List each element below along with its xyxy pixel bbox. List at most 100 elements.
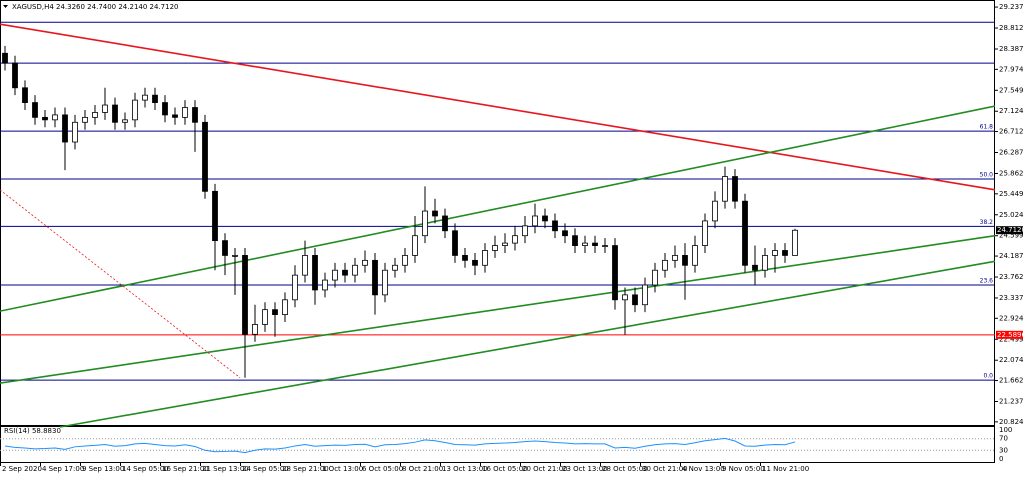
y-tick-label: 28.8120 bbox=[999, 24, 1024, 32]
x-tick-label: 2 Sep 2020 bbox=[2, 465, 42, 473]
trend-line bbox=[0, 189, 241, 379]
x-tick-label: 21 Sep 13:00 bbox=[202, 465, 249, 473]
candle-body bbox=[332, 269, 338, 281]
rsi-tick-label: 30 bbox=[999, 446, 1008, 454]
candle-body bbox=[602, 245, 608, 247]
candle-body bbox=[62, 114, 68, 143]
candle-body bbox=[502, 242, 508, 246]
candle-body bbox=[532, 215, 538, 227]
candle-body bbox=[542, 215, 548, 222]
candle-body bbox=[562, 230, 568, 237]
price-tag-label: 24.7120 bbox=[997, 226, 1024, 234]
candle-body bbox=[312, 255, 318, 291]
candle-body bbox=[112, 104, 118, 123]
x-tick-label: 28 Sep 21:00 bbox=[282, 465, 329, 473]
candle-body bbox=[202, 121, 208, 192]
rsi-tick-label: 100 bbox=[999, 426, 1012, 434]
x-tick-label: 24 Sep 05:00 bbox=[242, 465, 289, 473]
candle-body bbox=[272, 309, 278, 315]
candle-body bbox=[772, 250, 778, 256]
rsi-tick-label: 70 bbox=[999, 435, 1008, 443]
candle-body bbox=[462, 255, 468, 261]
candle-body bbox=[382, 269, 388, 296]
candle-body bbox=[12, 62, 18, 89]
candle-body bbox=[352, 264, 358, 276]
trend-line bbox=[0, 105, 996, 312]
x-tick-label: 4 Sep 17:00 bbox=[42, 465, 84, 473]
y-tick-label: 27.5495 bbox=[999, 86, 1024, 94]
y-tick-label: 24.5995 bbox=[999, 232, 1024, 240]
candle-body bbox=[782, 250, 788, 256]
y-tick-label: 28.3870 bbox=[999, 45, 1024, 53]
candle-body bbox=[242, 255, 248, 335]
candle-body bbox=[622, 294, 628, 301]
candle-body bbox=[252, 324, 258, 335]
candle-body bbox=[742, 200, 748, 266]
x-tick-label: 11 Nov 21:00 bbox=[762, 465, 809, 473]
candle-body bbox=[512, 235, 518, 244]
candle-body bbox=[752, 264, 758, 271]
candle-body bbox=[432, 210, 438, 217]
candle-body bbox=[22, 87, 28, 103]
candle-body bbox=[452, 230, 458, 256]
y-tick-label: 26.2870 bbox=[999, 149, 1024, 157]
x-tick-label: 16 Sep 21:00 bbox=[162, 465, 209, 473]
candle-body bbox=[2, 52, 8, 64]
candle-body bbox=[372, 259, 378, 296]
fib-label: 23.6 bbox=[980, 278, 994, 285]
candle-body bbox=[552, 220, 558, 232]
y-tick-label: 25.8620 bbox=[999, 169, 1024, 177]
chart-title: XAGUSD,H4 24.3260 24.7400 24.2140 24.712… bbox=[12, 3, 178, 11]
candle-body bbox=[32, 102, 38, 118]
candle-body bbox=[302, 255, 308, 276]
candle-body bbox=[102, 104, 108, 113]
candle-body bbox=[792, 229, 798, 256]
candle-body bbox=[182, 107, 188, 118]
candle-body bbox=[492, 245, 498, 251]
y-tick-label: 22.4995 bbox=[999, 335, 1024, 343]
trend-line bbox=[0, 234, 996, 384]
x-tick-label: 13 Oct 13:00 bbox=[442, 465, 488, 473]
x-tick-label: 14 Sep 05:00 bbox=[122, 465, 169, 473]
candle-body bbox=[712, 200, 718, 222]
candle-body bbox=[142, 94, 148, 101]
candle-body bbox=[292, 274, 298, 301]
candle-body bbox=[612, 245, 618, 301]
candle-body bbox=[702, 220, 708, 246]
x-tick-label: 4 Nov 13:00 bbox=[682, 465, 725, 473]
candle-body bbox=[402, 255, 408, 266]
rsi-panel bbox=[0, 426, 995, 463]
y-tick-label: 20.8245 bbox=[999, 418, 1024, 426]
candle-body bbox=[672, 255, 678, 261]
x-tick-label: 20 Oct 21:00 bbox=[522, 465, 568, 473]
y-tick-label: 24.1870 bbox=[999, 252, 1024, 260]
candle-body bbox=[122, 119, 128, 123]
candle-body bbox=[482, 250, 488, 266]
candle-body bbox=[422, 210, 428, 237]
main-panel bbox=[0, 0, 995, 426]
candle-body bbox=[412, 235, 418, 256]
fib-label: 61.8 bbox=[980, 124, 994, 131]
y-tick-label: 23.7620 bbox=[999, 273, 1024, 281]
candle-body bbox=[592, 242, 598, 246]
title-arrow bbox=[3, 5, 8, 8]
x-tick-label: 9 Nov 05:00 bbox=[722, 465, 765, 473]
x-tick-label: 28 Oct 05:00 bbox=[602, 465, 648, 473]
candle-body bbox=[652, 269, 658, 286]
candle-body bbox=[572, 235, 578, 246]
trend-line bbox=[0, 23, 996, 191]
candle-body bbox=[662, 259, 668, 271]
y-tick-label: 25.4495 bbox=[999, 190, 1024, 198]
candle-body bbox=[472, 259, 478, 266]
candle-body bbox=[212, 190, 218, 242]
price-tag-label: 22.5896 bbox=[997, 331, 1024, 339]
fib-label: 38.2 bbox=[980, 219, 994, 226]
candle-body bbox=[132, 99, 138, 121]
candle-body bbox=[682, 255, 688, 266]
trend-line bbox=[59, 260, 996, 428]
x-tick-label: 23 Oct 13:00 bbox=[562, 465, 608, 473]
x-tick-label: 9 Sep 13:00 bbox=[82, 465, 124, 473]
candle-body bbox=[632, 294, 638, 306]
